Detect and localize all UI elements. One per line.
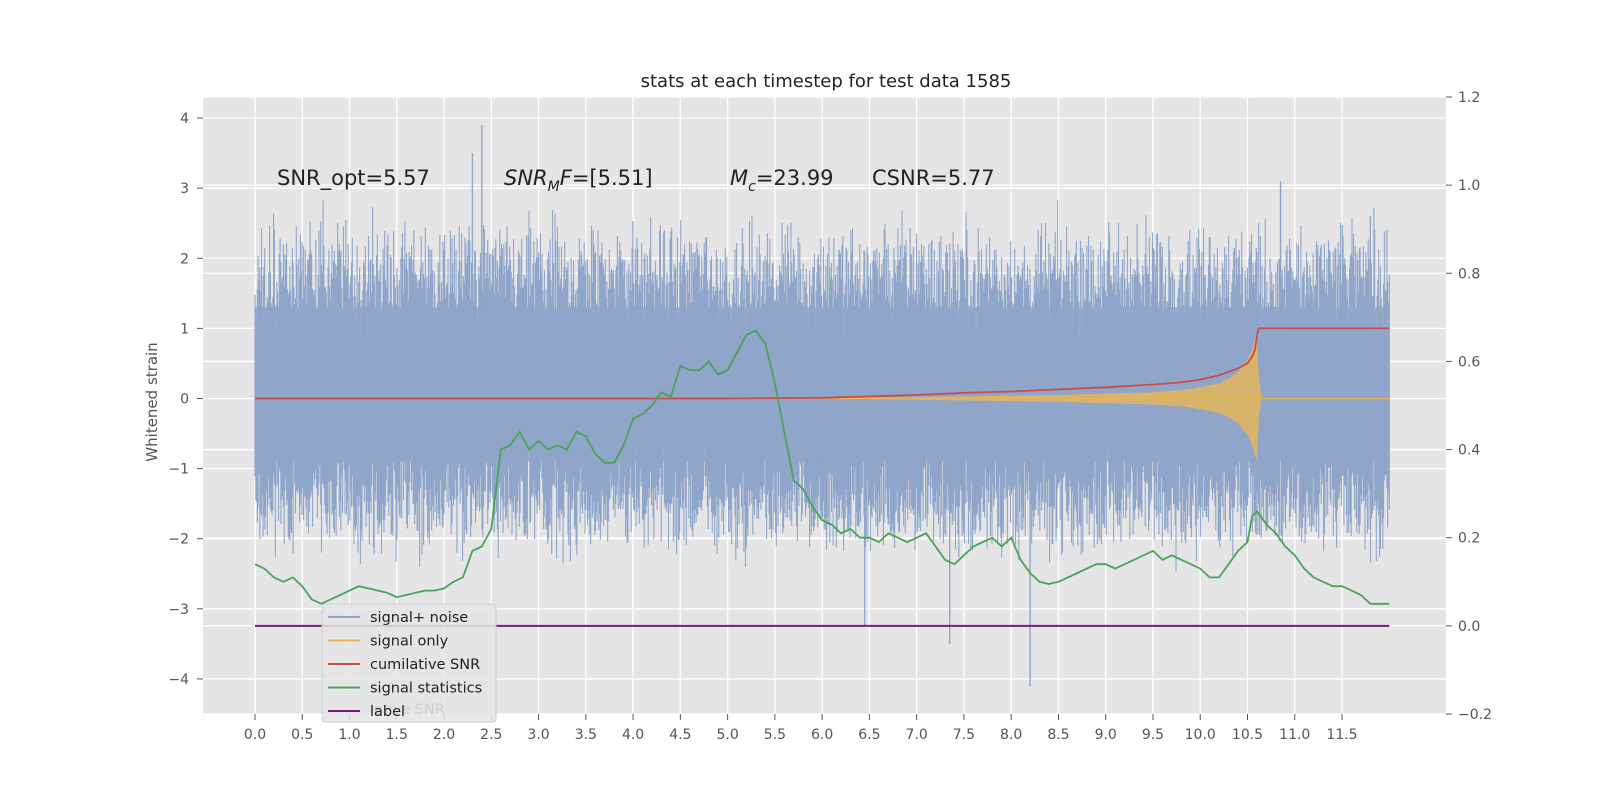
x-tick-label: 7.0 <box>906 727 928 743</box>
snr-mf-symbol: SNR <box>504 166 548 190</box>
y2-tick-label: 0.2 <box>1458 531 1480 547</box>
x-tick-label: 3.5 <box>575 727 597 743</box>
x-tick-label: 2.5 <box>480 727 502 743</box>
annotation-snr-mf: SNRMF=[5.51] <box>504 166 653 195</box>
legend-label: signal+ noise <box>370 610 468 626</box>
x-tick-label: 11.5 <box>1326 727 1357 743</box>
x-tick-label: 2.0 <box>433 727 455 743</box>
x-tick-label: 0.0 <box>244 727 266 743</box>
x-tick-label: 10.5 <box>1232 727 1263 743</box>
x-tick-label: 8.0 <box>1000 727 1022 743</box>
x-tick-label: 1.5 <box>386 727 408 743</box>
legend-label: signal only <box>370 634 449 650</box>
y2-tick-label: −0.2 <box>1458 707 1492 723</box>
x-tick-label: 9.5 <box>1142 727 1164 743</box>
x-tick-label: 1.0 <box>338 727 360 743</box>
legend-label: signal statistics <box>370 681 482 697</box>
annotation-csnr: CSNR=5.77 <box>872 166 995 190</box>
legend: lative SNR signal+ noise signal only cumil… <box>321 603 497 723</box>
y-tick-label: −1 <box>168 462 189 478</box>
legend-label: cumilative SNR <box>370 657 480 673</box>
mc-subscript: c <box>748 179 756 195</box>
snr-mf-value: =[5.51] <box>572 166 653 190</box>
y-tick-label: 0 <box>180 391 189 407</box>
y2-tick-label: 0.8 <box>1458 266 1480 282</box>
x-tick-label: 4.5 <box>669 727 691 743</box>
y-tick-label: −2 <box>168 532 189 548</box>
y-tick-label: 4 <box>180 111 189 127</box>
y2-tick-label: 0.6 <box>1458 354 1480 370</box>
x-tick-label: 10.0 <box>1185 727 1216 743</box>
y-tick-label: 3 <box>180 181 189 197</box>
noise-core-band <box>254 307 1390 462</box>
x-tick-label: 8.5 <box>1047 727 1069 743</box>
chart-title: stats at each timestep for test data 158… <box>641 71 1012 92</box>
x-tick-label: 4.0 <box>622 727 644 743</box>
cumulative-snr-series <box>255 327 1390 400</box>
y2-tick-label: 1.0 <box>1458 178 1480 194</box>
y-tick-label: −4 <box>168 672 189 688</box>
x-tick-label: 3.0 <box>527 727 549 743</box>
legend-box <box>321 603 497 723</box>
y2-tick-label: 0.4 <box>1458 443 1480 459</box>
legend-hidden-text: lative SNR <box>370 702 445 718</box>
x-tick-label: 5.0 <box>716 727 738 743</box>
snr-mf-symbol2: F <box>560 166 573 190</box>
signal-only-series <box>869 333 1390 461</box>
y-axis-label: Whitened strain <box>143 342 161 461</box>
x-tick-label: 6.0 <box>811 727 833 743</box>
y2-tick-label: 0.0 <box>1458 619 1480 635</box>
y-tick-label: 2 <box>180 251 189 267</box>
annotation-mc: Mc=23.99 <box>730 166 834 195</box>
x-tick-label: 5.5 <box>764 727 786 743</box>
y-tick-label: −3 <box>168 602 189 618</box>
snr-mf-subscript: M <box>548 179 560 195</box>
signal-statistics-series <box>254 329 1390 605</box>
legend-label: label <box>370 704 405 720</box>
x-tick-label: 7.5 <box>953 727 975 743</box>
x-tick-label: 11.0 <box>1279 727 1310 743</box>
x-tick-label: 9.0 <box>1095 727 1117 743</box>
y2-tick-label: 1.2 <box>1458 90 1480 106</box>
mc-value: =23.99 <box>756 166 834 190</box>
annotation-snr-opt: SNR_opt=5.57 <box>277 166 430 191</box>
x-tick-label: 6.5 <box>858 727 880 743</box>
y-tick-label: 1 <box>180 321 189 337</box>
x-tick-label: 0.5 <box>291 727 313 743</box>
mc-symbol: M <box>730 166 748 190</box>
